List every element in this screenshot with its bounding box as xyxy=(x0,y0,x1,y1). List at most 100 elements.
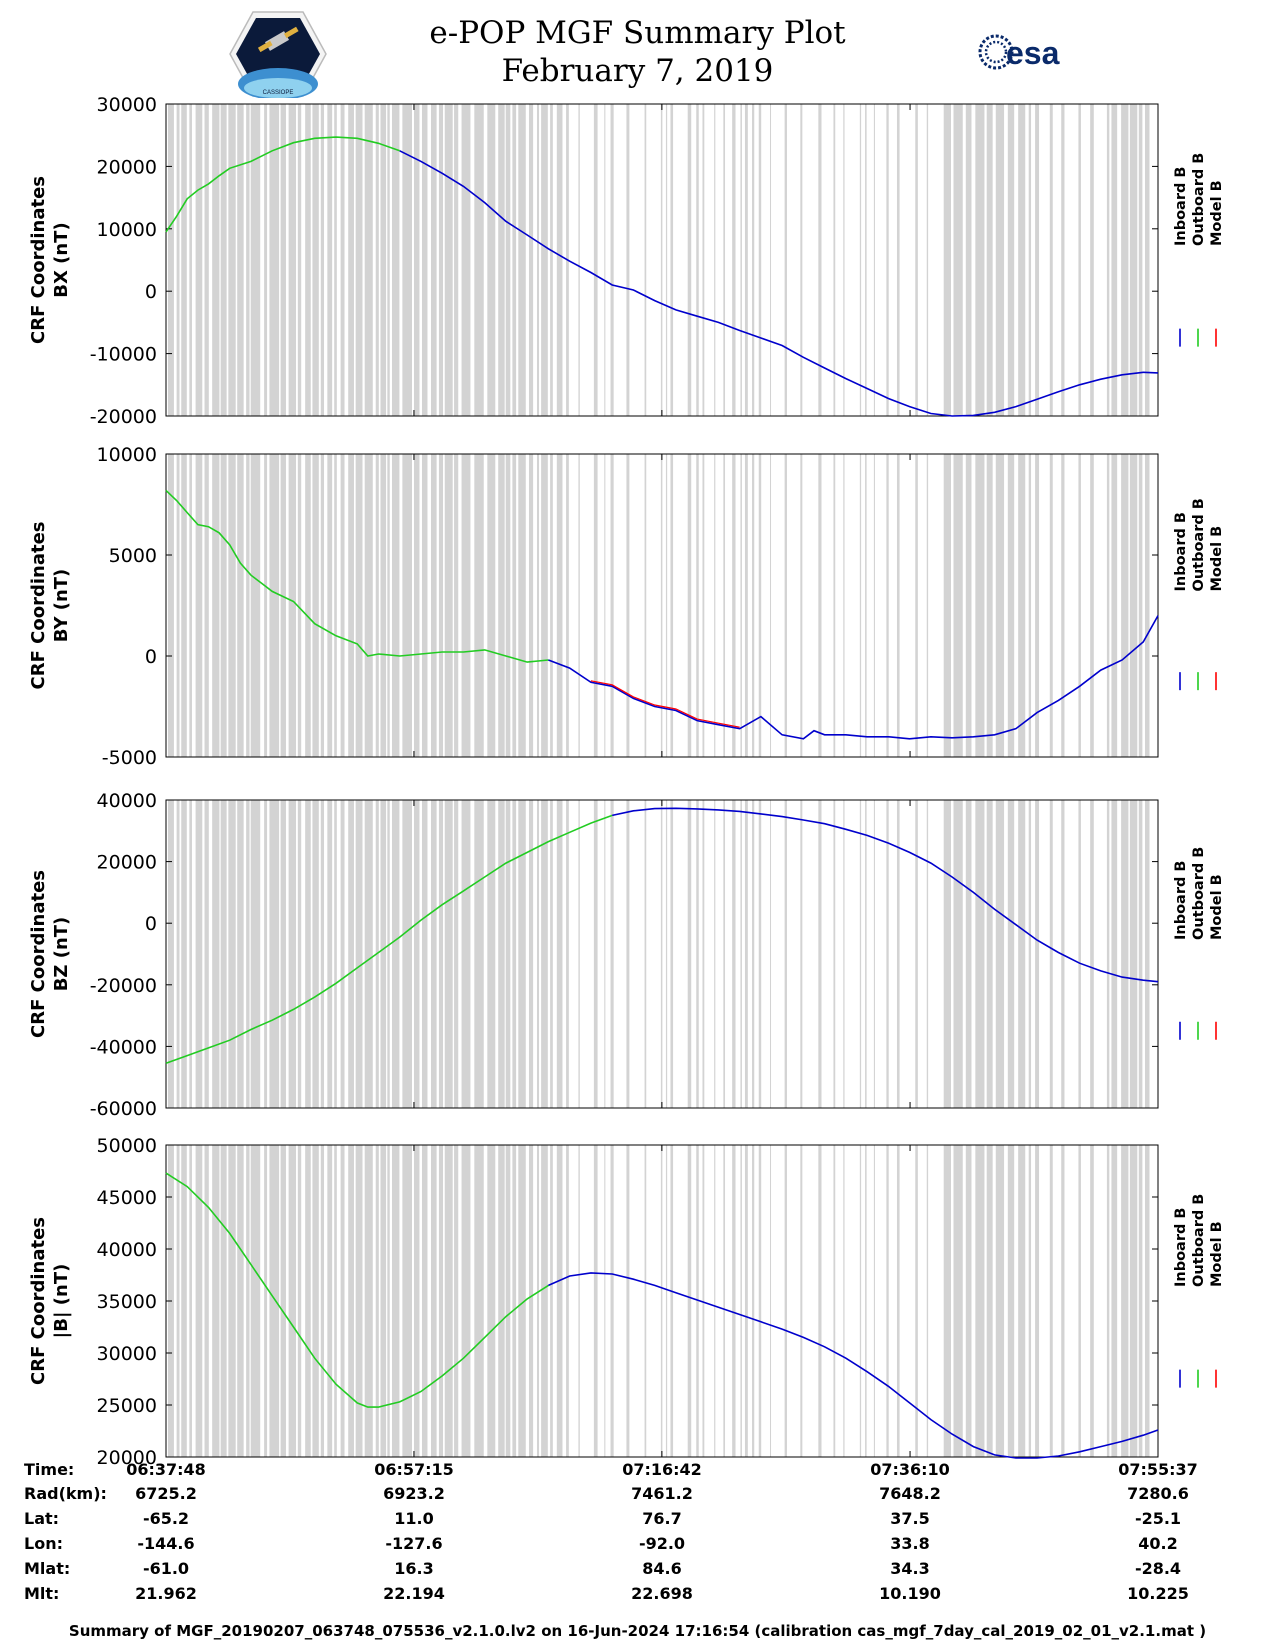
data-gap-band xyxy=(604,454,606,757)
data-gap-band xyxy=(723,800,726,1108)
data-gap-band xyxy=(1028,1145,1032,1457)
y-axis-label-line: BZ (nT) xyxy=(51,917,72,992)
data-gap-band xyxy=(461,1145,471,1457)
data-gap-band xyxy=(518,800,526,1108)
data-gap-band xyxy=(1129,454,1138,757)
data-gap-band xyxy=(421,800,428,1108)
y-tick-label: -40000 xyxy=(90,1036,157,1058)
data-gap-band xyxy=(280,800,286,1108)
data-gap-band xyxy=(687,104,692,416)
data-gap-band xyxy=(364,104,373,416)
legend-entry-model: Model B xyxy=(1209,526,1225,592)
series-outboard-bz xyxy=(165,814,613,1065)
data-gap-band xyxy=(297,800,302,1108)
data-gap-band xyxy=(305,1145,311,1457)
ephemeris-value: 7461.2 xyxy=(631,1484,693,1503)
y-axis-label-line: CRF Coordinates xyxy=(28,870,49,1038)
ephemeris-value: 07:36:10 xyxy=(870,1460,950,1479)
data-gap-band xyxy=(670,104,674,416)
data-gap-band xyxy=(1035,454,1040,757)
y-tick-label: 0 xyxy=(145,913,157,935)
data-gap-band xyxy=(714,104,716,416)
data-gap-band xyxy=(355,454,363,757)
series-model-by xyxy=(590,680,740,728)
data-gap-band xyxy=(1035,800,1040,1108)
data-gap-band xyxy=(454,454,459,757)
legend-entry-model: Model B xyxy=(1209,180,1225,246)
ephemeris-value: 7280.6 xyxy=(1127,1484,1189,1503)
data-gap-band xyxy=(818,104,822,416)
data-gap-band xyxy=(1106,104,1110,416)
ephemeris-value: 6923.2 xyxy=(383,1484,445,1503)
data-gap-band xyxy=(402,104,413,416)
data-gap-band xyxy=(843,800,845,1108)
data-gap-band xyxy=(168,454,174,757)
data-gap-band xyxy=(438,104,444,416)
data-gap-band xyxy=(1144,1145,1150,1457)
data-gap-band xyxy=(696,104,699,416)
data-gap-band xyxy=(1049,800,1053,1108)
data-gap-band xyxy=(364,454,373,757)
data-gap-band xyxy=(474,104,484,416)
legend-entry-inboard: Inboard B xyxy=(1173,1208,1189,1287)
ephemeris-value: 11.0 xyxy=(394,1509,434,1528)
data-gap-band xyxy=(744,1145,748,1457)
data-gap-band xyxy=(610,104,614,416)
data-gap-band xyxy=(348,800,354,1108)
data-gap-band xyxy=(1138,800,1143,1108)
ephemeris-value: -28.4 xyxy=(1134,1559,1182,1578)
series-inboard-b-mag xyxy=(548,1272,1159,1459)
ephemeris-value: 10.225 xyxy=(1127,1584,1189,1603)
legend-entry-inboard: Inboard B xyxy=(1173,861,1189,940)
data-gap-band xyxy=(566,800,569,1108)
data-gap-band xyxy=(536,454,540,757)
panel-by: 10000 5000 0 -5000 CRF Coordinates BY (nT) Inb… xyxy=(28,444,1225,769)
data-gap-band xyxy=(986,104,993,416)
data-gap-band xyxy=(327,104,333,416)
data-gap-band xyxy=(498,800,505,1108)
data-gap-band xyxy=(387,454,390,757)
ephemeris-value: -127.6 xyxy=(385,1534,443,1553)
ephemeris-value: -61.0 xyxy=(142,1559,190,1578)
data-gap-band xyxy=(660,800,663,1108)
data-gap-band xyxy=(312,104,319,416)
data-gap-band xyxy=(953,800,963,1108)
data-gap-band xyxy=(604,1145,606,1457)
data-gap-band xyxy=(327,1145,333,1457)
data-gap-band xyxy=(800,1145,803,1457)
data-gap-band xyxy=(744,800,748,1108)
data-gap-band xyxy=(305,800,311,1108)
data-gap-band xyxy=(770,800,772,1108)
data-gap-band xyxy=(758,800,762,1108)
data-gap-band xyxy=(1028,454,1032,757)
data-gap-band xyxy=(758,454,762,757)
data-gap-band xyxy=(665,1145,668,1457)
cassiope-logo: CASSIOPE xyxy=(229,11,327,98)
data-gap-band xyxy=(487,1145,496,1457)
data-gap-band xyxy=(702,800,705,1108)
data-gap-band xyxy=(269,454,280,757)
y-tick-label: 0 xyxy=(145,646,157,668)
data-gap-band xyxy=(986,800,993,1108)
y-tick-label: 10000 xyxy=(97,444,157,466)
data-gap-bands-by xyxy=(168,454,1150,757)
data-gap-band xyxy=(264,104,268,416)
data-gap-band xyxy=(670,800,674,1108)
data-gap-band xyxy=(578,800,580,1108)
data-gap-band xyxy=(740,1145,742,1457)
data-gap-band xyxy=(391,1145,400,1457)
data-gap-band xyxy=(536,104,540,416)
data-gap-band xyxy=(1144,800,1150,1108)
data-gap-band xyxy=(626,800,630,1108)
data-gap-band xyxy=(1007,1145,1015,1457)
data-gap-band xyxy=(512,454,517,757)
data-gap-band xyxy=(541,1145,548,1457)
cassiope-logo-text: CASSIOPE xyxy=(263,90,294,96)
data-gap-band xyxy=(896,800,900,1108)
data-gap-band xyxy=(228,454,236,757)
ephemeris-value: 6725.2 xyxy=(135,1484,197,1503)
data-gap-band xyxy=(714,1145,716,1457)
data-gap-band xyxy=(498,1145,505,1457)
data-gap-band xyxy=(340,104,345,416)
data-gap-band xyxy=(204,454,209,757)
